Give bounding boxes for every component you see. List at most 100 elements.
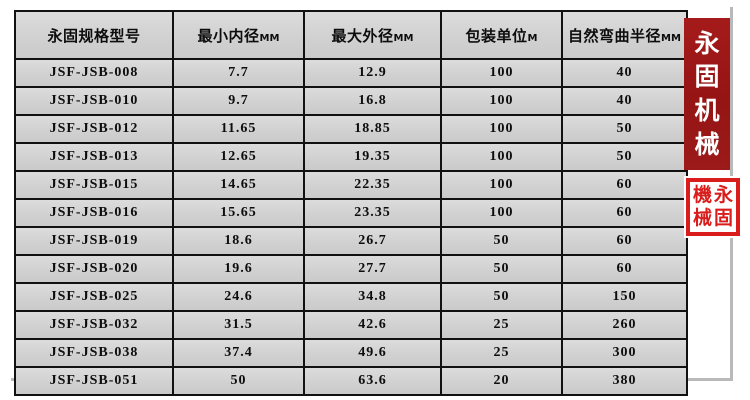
- cell-max-outer-diameter: 34.8: [303, 282, 442, 312]
- column-header-packing-unit-unit: M: [527, 32, 538, 44]
- column-header-model-label: 永固规格型号: [47, 26, 141, 45]
- cell-model: JSF-JSB-020: [14, 254, 174, 284]
- cell-packing-unit: 100: [440, 86, 563, 116]
- cell-packing-unit: 50: [440, 282, 563, 312]
- cell-model: JSF-JSB-013: [14, 142, 174, 172]
- table-header-row: 永固规格型号 最小内径MM 最大外径MM 包装单位M 自然弯曲半径MM: [14, 10, 688, 60]
- cell-bend-radius: 260: [561, 310, 688, 340]
- brand-column: 永固机械 永 固 機 械: [684, 4, 742, 378]
- cell-min-inner-diameter: 24.6: [172, 282, 305, 312]
- cell-min-inner-diameter: 15.65: [172, 198, 305, 228]
- table-row: JSF-JSB-032 31.5 42.6 25 260: [14, 310, 688, 340]
- cell-min-inner-diameter: 12.65: [172, 142, 305, 172]
- seal-char-3: 機: [692, 184, 712, 206]
- cell-max-outer-diameter: 49.6: [303, 338, 442, 368]
- cell-max-outer-diameter: 12.9: [303, 58, 442, 88]
- product-spec-table: 永固规格型号 最小内径MM 最大外径MM 包装单位M 自然弯曲半径MM JSF-…: [14, 10, 688, 396]
- cell-bend-radius: 50: [561, 142, 688, 172]
- cell-model: JSF-JSB-038: [14, 338, 174, 368]
- cell-bend-radius: 380: [561, 366, 688, 396]
- cell-packing-unit: 100: [440, 142, 563, 172]
- column-header-bend-radius-unit: MM: [661, 32, 681, 44]
- table-row: JSF-JSB-020 19.6 27.7 50 60: [14, 254, 688, 284]
- seal-char-1: 永: [713, 184, 733, 206]
- table-body: JSF-JSB-008 7.7 12.9 100 40 JSF-JSB-010 9.7 16.…: [14, 58, 688, 396]
- cell-max-outer-diameter: 26.7: [303, 226, 442, 256]
- seal-char-2: 固: [713, 207, 733, 229]
- cell-bend-radius: 60: [561, 254, 688, 284]
- column-header-max-outer-diameter-unit: MM: [393, 32, 414, 44]
- brand-banner-char-2: 固: [694, 62, 720, 92]
- cell-max-outer-diameter: 22.35: [303, 170, 442, 200]
- column-header-max-outer-diameter: 最大外径MM: [303, 10, 442, 60]
- table-row: JSF-JSB-051 50 63.6 20 380: [14, 366, 688, 396]
- cell-model: JSF-JSB-019: [14, 226, 174, 256]
- cell-min-inner-diameter: 50: [172, 366, 305, 396]
- cell-model: JSF-JSB-015: [14, 170, 174, 200]
- column-header-bend-radius: 自然弯曲半径MM: [561, 10, 688, 60]
- cell-model: JSF-JSB-051: [14, 366, 174, 396]
- cell-bend-radius: 50: [561, 114, 688, 144]
- cell-packing-unit: 50: [440, 226, 563, 256]
- column-header-min-inner-diameter-unit: MM: [259, 32, 280, 44]
- column-header-bend-radius-label: 自然弯曲半径: [568, 26, 662, 45]
- cell-model: JSF-JSB-012: [14, 114, 174, 144]
- cell-bend-radius: 60: [561, 170, 688, 200]
- brand-banner: 永固机械: [684, 18, 730, 170]
- cell-bend-radius: 300: [561, 338, 688, 368]
- table-row: JSF-JSB-010 9.7 16.8 100 40: [14, 86, 688, 116]
- table-row: JSF-JSB-025 24.6 34.8 50 150: [14, 282, 688, 312]
- cell-min-inner-diameter: 37.4: [172, 338, 305, 368]
- cell-bend-radius: 40: [561, 86, 688, 116]
- cell-min-inner-diameter: 18.6: [172, 226, 305, 256]
- cell-max-outer-diameter: 18.85: [303, 114, 442, 144]
- company-seal-border: 永 固 機 械: [686, 178, 740, 236]
- table-row: JSF-JSB-008 7.7 12.9 100 40: [14, 58, 688, 88]
- column-header-min-inner-diameter-label: 最小内径: [197, 26, 260, 45]
- cell-packing-unit: 25: [440, 310, 563, 340]
- seal-char-4: 械: [692, 207, 712, 229]
- cell-packing-unit: 100: [440, 114, 563, 144]
- cell-model: JSF-JSB-008: [14, 58, 174, 88]
- cell-min-inner-diameter: 9.7: [172, 86, 305, 116]
- cell-max-outer-diameter: 42.6: [303, 310, 442, 340]
- column-header-model: 永固规格型号: [14, 10, 174, 60]
- cell-max-outer-diameter: 27.7: [303, 254, 442, 284]
- company-seal-characters: 永 固 機 械: [692, 184, 734, 230]
- table-row: JSF-JSB-013 12.65 19.35 100 50: [14, 142, 688, 172]
- cell-max-outer-diameter: 23.35: [303, 198, 442, 228]
- cell-max-outer-diameter: 19.35: [303, 142, 442, 172]
- cell-min-inner-diameter: 14.65: [172, 170, 305, 200]
- table-row: JSF-JSB-038 37.4 49.6 25 300: [14, 338, 688, 368]
- brand-banner-char-3: 机: [694, 96, 720, 125]
- cell-model: JSF-JSB-016: [14, 198, 174, 228]
- brand-banner-char-4: 械: [694, 129, 720, 159]
- cell-max-outer-diameter: 63.6: [303, 366, 442, 396]
- cell-model: JSF-JSB-010: [14, 86, 174, 116]
- table-row: JSF-JSB-012 11.65 18.85 100 50: [14, 114, 688, 144]
- cell-packing-unit: 50: [440, 254, 563, 284]
- cell-model: JSF-JSB-032: [14, 310, 174, 340]
- spec-table-wrapper: 永固规格型号 最小内径MM 最大外径MM 包装单位M 自然弯曲半径MM JSF-…: [14, 10, 688, 396]
- cell-max-outer-diameter: 16.8: [303, 86, 442, 116]
- table-header: 永固规格型号 最小内径MM 最大外径MM 包装单位M 自然弯曲半径MM: [14, 10, 688, 60]
- brand-banner-char-1: 永: [694, 28, 720, 58]
- table-row: JSF-JSB-016 15.65 23.35 100 60: [14, 198, 688, 228]
- table-row: JSF-JSB-019 18.6 26.7 50 60: [14, 226, 688, 256]
- cell-model: JSF-JSB-025: [14, 282, 174, 312]
- cell-packing-unit: 100: [440, 170, 563, 200]
- cell-bend-radius: 40: [561, 58, 688, 88]
- cell-bend-radius: 60: [561, 198, 688, 228]
- cell-min-inner-diameter: 31.5: [172, 310, 305, 340]
- column-header-packing-unit-label: 包装单位: [465, 26, 528, 45]
- cell-packing-unit: 20: [440, 366, 563, 396]
- column-header-min-inner-diameter: 最小内径MM: [172, 10, 305, 60]
- company-seal: 永 固 機 械: [684, 176, 742, 238]
- cell-bend-radius: 60: [561, 226, 688, 256]
- table-row: JSF-JSB-015 14.65 22.35 100 60: [14, 170, 688, 200]
- column-header-packing-unit: 包装单位M: [440, 10, 563, 60]
- cell-bend-radius: 150: [561, 282, 688, 312]
- cell-min-inner-diameter: 7.7: [172, 58, 305, 88]
- column-header-max-outer-diameter-label: 最大外径: [331, 26, 394, 45]
